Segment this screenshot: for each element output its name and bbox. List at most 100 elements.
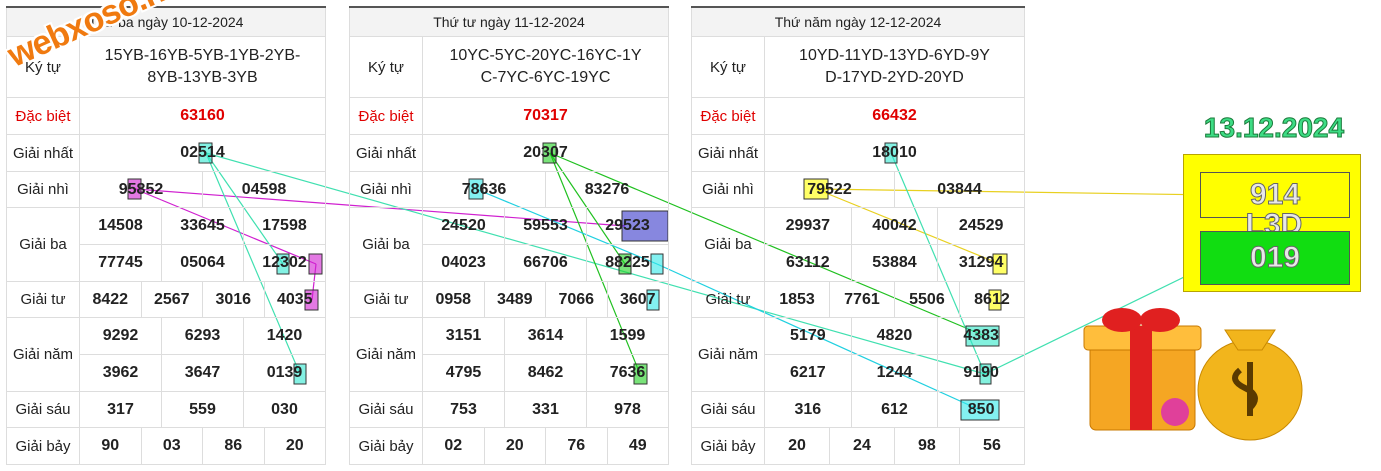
row-label: Ký tự	[6, 36, 80, 98]
prize-number: 4383	[937, 317, 1025, 355]
prize-number: 33645	[161, 207, 244, 245]
row-label: Giải nhất	[6, 134, 80, 172]
prize-number: 20307	[422, 134, 669, 172]
result-table: Thứ năm ngày 12-12-2024 Ký tự 10YD-​11YD-​…	[691, 6, 1026, 465]
prize-number: 8422	[79, 281, 142, 318]
header-row: Thứ tư ngày 11-12-2024	[349, 6, 669, 37]
prize-number: 05064	[161, 244, 244, 282]
prize-number: 3614	[504, 317, 587, 355]
prize-number: 17598	[243, 207, 326, 245]
prize-number: 4795	[422, 354, 505, 392]
table-header: Thứ năm ngày 12-12-2024	[691, 6, 1025, 37]
prize-number: 2567	[140, 281, 203, 318]
row-label: Giải nhất	[691, 134, 765, 172]
prize-number: 5506	[893, 281, 960, 318]
prize-number: 40042	[850, 207, 939, 245]
prize-number: 02	[422, 427, 485, 465]
prize-number: 90	[79, 427, 142, 465]
prize-number: 8612	[958, 281, 1026, 318]
prize-row: Giải ba 24520 59553 29523	[349, 207, 669, 282]
prize-number: 66432	[764, 97, 1025, 135]
prize-row: Giải nhất 18010	[691, 134, 1025, 172]
prize-row: Giải bảy 90 03 86 20	[6, 427, 326, 465]
prize-number: 31294	[937, 244, 1025, 282]
kytu-text: 10YD-​11YD-​13YD-​6YD-​9YD-​17YD-​2YD-​2…	[799, 47, 990, 86]
prize-row: Giải tư 8422 2567 3016 4035	[6, 281, 326, 318]
prize-number: 24520	[422, 207, 505, 245]
row-label: Đặc biệt	[6, 97, 80, 135]
prize-row: Giải sáu 317 559 030	[6, 391, 326, 428]
prize-number: 77745	[79, 244, 162, 282]
dollar-sign	[1232, 362, 1258, 416]
gift-bow	[1140, 308, 1180, 332]
prize-row: Giải nhì 79522 03844	[691, 171, 1026, 208]
prize-row: Giải ba 29937 40042 24529	[691, 207, 1025, 282]
prize-row: Đặc biệt 66432	[691, 97, 1025, 135]
prize-number: 978	[586, 391, 669, 428]
prize-number: 29523	[586, 207, 669, 245]
row-label: Giải năm	[6, 317, 80, 392]
row-label: Ký tự	[349, 36, 423, 98]
prize-row: 4795 8462 7636	[350, 354, 669, 392]
prize-number: 78636	[422, 171, 546, 208]
kytu-row: Ký tự 15YB-​16YB-​5YB-​1YB-​2YB-​8YB-​13Y…	[6, 36, 326, 98]
prize-number: 559	[161, 391, 244, 428]
prize-number: 02514	[79, 134, 326, 172]
row-label: Giải nhì	[6, 171, 80, 208]
row-label: Giải tư	[6, 281, 80, 318]
gift-box	[1089, 339, 1196, 431]
prize-number: 316	[764, 391, 852, 428]
prize-number: 4820	[850, 317, 939, 355]
row-label: Giải bảy	[691, 427, 765, 465]
prize-row: Giải nhất 02514	[6, 134, 326, 172]
gift-bow	[1102, 308, 1142, 332]
prize-number: 7761	[828, 281, 895, 318]
row-label: Giải bảy	[349, 427, 423, 465]
bag-neck	[1224, 329, 1276, 351]
kytu-row: Ký tự 10YC-​5YC-​20YC-​16YC-​1YC-​7YC-​6Y…	[349, 36, 669, 98]
prize-number: 18010	[764, 134, 1025, 172]
prize-number: 4035	[263, 281, 326, 318]
prize-row: 77745 05064 12302	[7, 244, 326, 282]
prize-number: 753	[422, 391, 505, 428]
prize-row: Giải nhì 78636 83276	[349, 171, 669, 208]
prize-number: 04023	[422, 244, 505, 282]
prize-number: 79522	[764, 171, 895, 208]
prediction-panel: 914 L3D 019	[1183, 154, 1361, 292]
prize-number: 0958	[422, 281, 485, 318]
prize-row: 63112 53884 31294	[692, 244, 1025, 282]
prize-row: Giải bảy 02 20 76 49	[349, 427, 669, 465]
prize-row: 04023 66706 88225	[350, 244, 669, 282]
prize-number: 49	[606, 427, 669, 465]
prize-number: 6217	[764, 354, 852, 392]
prize-number: 53884	[850, 244, 939, 282]
row-label: Giải sáu	[349, 391, 423, 428]
prize-number: 612	[850, 391, 939, 428]
prize-number: 9190	[937, 354, 1025, 392]
row-label: Giải tư	[691, 281, 765, 318]
table-body: Thứ ba ngày 10-12-2024 Ký tự 15YB-​16YB-​5…	[6, 6, 326, 465]
prize-row: Đặc biệt 63160	[6, 97, 326, 135]
header-row: Thứ năm ngày 12-12-2024	[691, 6, 1025, 37]
prize-row: Giải tư 0958 3489 7066 3607	[349, 281, 669, 318]
prize-row: 6217 1244 9190	[692, 354, 1025, 392]
prize-number: 5179	[764, 317, 852, 355]
prize-number: 3151	[422, 317, 505, 355]
prize-row: 3962 3647 0139	[7, 354, 326, 392]
result-table: Thứ tư ngày 11-12-2024 Ký tự 10YC-​5YC-​20…	[349, 6, 669, 465]
row-label: Giải năm	[349, 317, 423, 392]
prize-row: Giải năm 3151 3614 1599	[349, 317, 669, 392]
prize-row: Giải ba 14508 33645 17598	[6, 207, 326, 282]
prize-number: 9292	[79, 317, 162, 355]
prize-number: 3962	[79, 354, 162, 392]
row-label: Giải sáu	[6, 391, 80, 428]
table-header: Thứ tư ngày 11-12-2024	[349, 6, 669, 37]
prize-row: Giải tư 1853 7761 5506 8612	[691, 281, 1026, 318]
prize-number: 63160	[79, 97, 326, 135]
kytu-codes: 10YC-​5YC-​20YC-​16YC-​1YC-​7YC-​6YC-​19…	[422, 36, 669, 98]
row-label: Giải bảy	[6, 427, 80, 465]
prize-number: 3607	[606, 281, 669, 318]
prize-number: 95852	[79, 171, 203, 208]
prize-row: Đặc biệt 70317	[349, 97, 669, 135]
